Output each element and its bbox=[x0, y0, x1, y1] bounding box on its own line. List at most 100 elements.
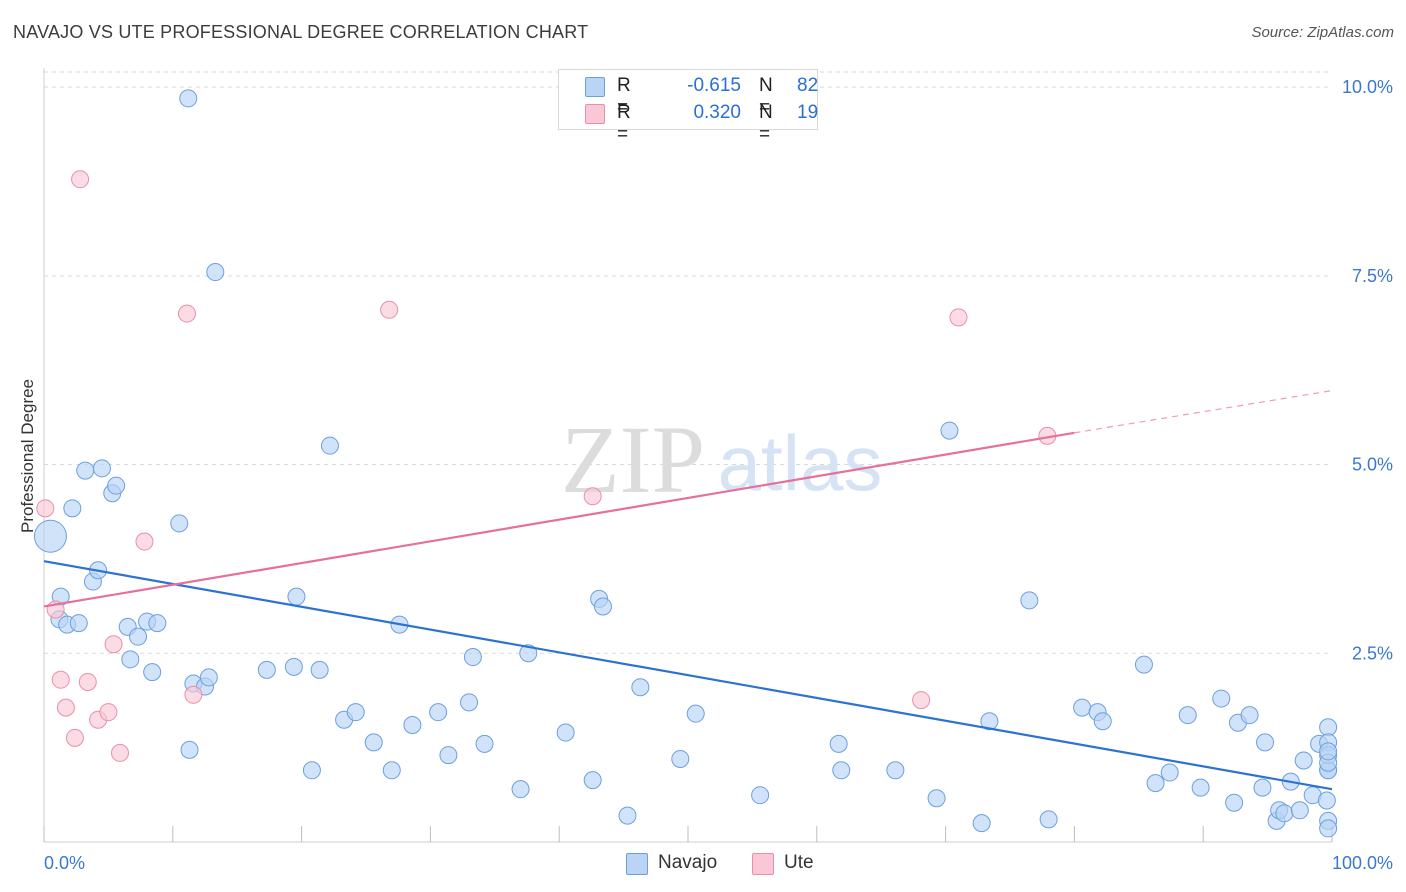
navajo-point bbox=[1093, 712, 1112, 731]
ute-point bbox=[56, 698, 75, 717]
navajo-point bbox=[180, 740, 199, 759]
ute-point bbox=[912, 691, 931, 710]
navajo-point bbox=[751, 786, 770, 805]
navajo-point bbox=[832, 761, 851, 780]
navajo-point bbox=[63, 499, 82, 518]
source-label: Source: ZipAtlas.com bbox=[1251, 24, 1394, 41]
navajo-point bbox=[475, 734, 494, 753]
navajo-swatch bbox=[585, 77, 605, 97]
bottom-ute-label: Ute bbox=[784, 852, 814, 873]
axes bbox=[43, 68, 1333, 843]
navajo-n-value: 82 bbox=[797, 75, 819, 96]
watermark-atlas: atlas bbox=[718, 419, 883, 507]
navajo-point bbox=[302, 761, 321, 780]
navajo-point bbox=[1253, 778, 1272, 797]
ute-point bbox=[184, 685, 203, 704]
navajo-point bbox=[1319, 718, 1338, 737]
ute-point bbox=[36, 499, 55, 518]
ute-point bbox=[949, 308, 968, 327]
ute-r-value: 0.320 bbox=[693, 102, 741, 123]
ute-r-label: R = bbox=[617, 102, 631, 145]
bottom-navajo-label: Navajo bbox=[658, 852, 718, 873]
ute-point bbox=[177, 304, 196, 323]
navajo-point bbox=[927, 789, 946, 808]
ute-point bbox=[380, 300, 399, 319]
navajo-point bbox=[1319, 819, 1338, 838]
navajo-point bbox=[1178, 706, 1197, 725]
navajo-point bbox=[121, 650, 140, 669]
navajo-point bbox=[429, 703, 448, 722]
navajo-point bbox=[631, 678, 650, 697]
navajo-point bbox=[980, 712, 999, 731]
navajo-point bbox=[829, 734, 848, 753]
y-tick-label: 5.0% bbox=[1352, 455, 1393, 475]
navajo-point bbox=[1039, 810, 1058, 829]
trend-lines bbox=[43, 389, 1333, 791]
ute-point bbox=[583, 487, 602, 506]
navajo-point bbox=[1319, 742, 1338, 761]
navajo-point bbox=[310, 660, 329, 679]
navajo-point bbox=[511, 780, 530, 799]
y-tick-label: 2.5% bbox=[1352, 643, 1393, 663]
navajo-r-label: R = bbox=[617, 75, 631, 118]
ute-swatch bbox=[585, 104, 605, 124]
ute-n-label: N = bbox=[759, 102, 773, 145]
navajo-point bbox=[1134, 655, 1153, 674]
tick-labels: 2.5% 5.0% 7.5% 10.0% 0.0% 100.0% bbox=[44, 77, 1393, 873]
ute-n-value: 19 bbox=[797, 102, 819, 123]
ute-point bbox=[104, 635, 123, 654]
navajo-point bbox=[940, 421, 959, 440]
navajo-point bbox=[33, 519, 67, 553]
navajo-point bbox=[556, 723, 575, 742]
navajo-point bbox=[1225, 793, 1244, 812]
navajo-point bbox=[1073, 698, 1092, 717]
navajo-point bbox=[92, 459, 111, 478]
navajo-point bbox=[76, 461, 95, 480]
navajo-point bbox=[107, 476, 126, 495]
ute-point bbox=[110, 743, 129, 762]
ute-point bbox=[65, 728, 84, 747]
navajo-point bbox=[143, 663, 162, 682]
navajo-points bbox=[33, 89, 1338, 838]
gridlines bbox=[44, 71, 1332, 654]
navajo-point bbox=[382, 761, 401, 780]
navajo-point bbox=[364, 733, 383, 752]
watermark-zip: ZIP bbox=[561, 406, 705, 513]
navajo-point bbox=[583, 771, 602, 790]
navajo-point bbox=[284, 657, 303, 676]
y-axis-label: Professional Degree bbox=[18, 378, 37, 534]
navajo-point bbox=[1256, 733, 1275, 752]
navajo-point bbox=[1160, 763, 1179, 782]
navajo-point bbox=[199, 668, 218, 687]
bottom-ute-swatch bbox=[752, 853, 774, 875]
bottom-navajo-swatch bbox=[626, 853, 648, 875]
navajo-point bbox=[886, 761, 905, 780]
navajo-point bbox=[1294, 751, 1313, 770]
navajo-point bbox=[257, 660, 276, 679]
navajo-point bbox=[463, 648, 482, 667]
watermark: ZIP atlas bbox=[561, 406, 882, 513]
navajo-point bbox=[460, 693, 479, 712]
y-tick-label: 7.5% bbox=[1352, 266, 1393, 286]
navajo-point bbox=[403, 715, 422, 734]
navajo-point bbox=[206, 263, 225, 282]
ute-points bbox=[36, 170, 1057, 762]
navajo-point bbox=[686, 704, 705, 723]
navajo-point bbox=[179, 89, 198, 108]
navajo-r-value: -0.615 bbox=[687, 75, 741, 96]
navajo-point bbox=[972, 814, 991, 833]
correlation-legend: R = -0.615 N = 82 R = 0.320 N = 19 bbox=[558, 69, 819, 145]
navajo-point bbox=[1240, 706, 1259, 725]
ute-point bbox=[135, 532, 154, 551]
navajo-point bbox=[519, 644, 538, 663]
navajo-point bbox=[1275, 804, 1294, 823]
navajo-point bbox=[287, 587, 306, 606]
navajo-point bbox=[346, 703, 365, 722]
navajo-point bbox=[1317, 791, 1336, 810]
ute-trend-line bbox=[43, 431, 1075, 608]
ute-point bbox=[99, 703, 118, 722]
navajo-point bbox=[1290, 801, 1309, 820]
navajo-point bbox=[148, 614, 167, 633]
chart-title: NAVAJO VS UTE PROFESSIONAL DEGREE CORREL… bbox=[13, 22, 589, 42]
